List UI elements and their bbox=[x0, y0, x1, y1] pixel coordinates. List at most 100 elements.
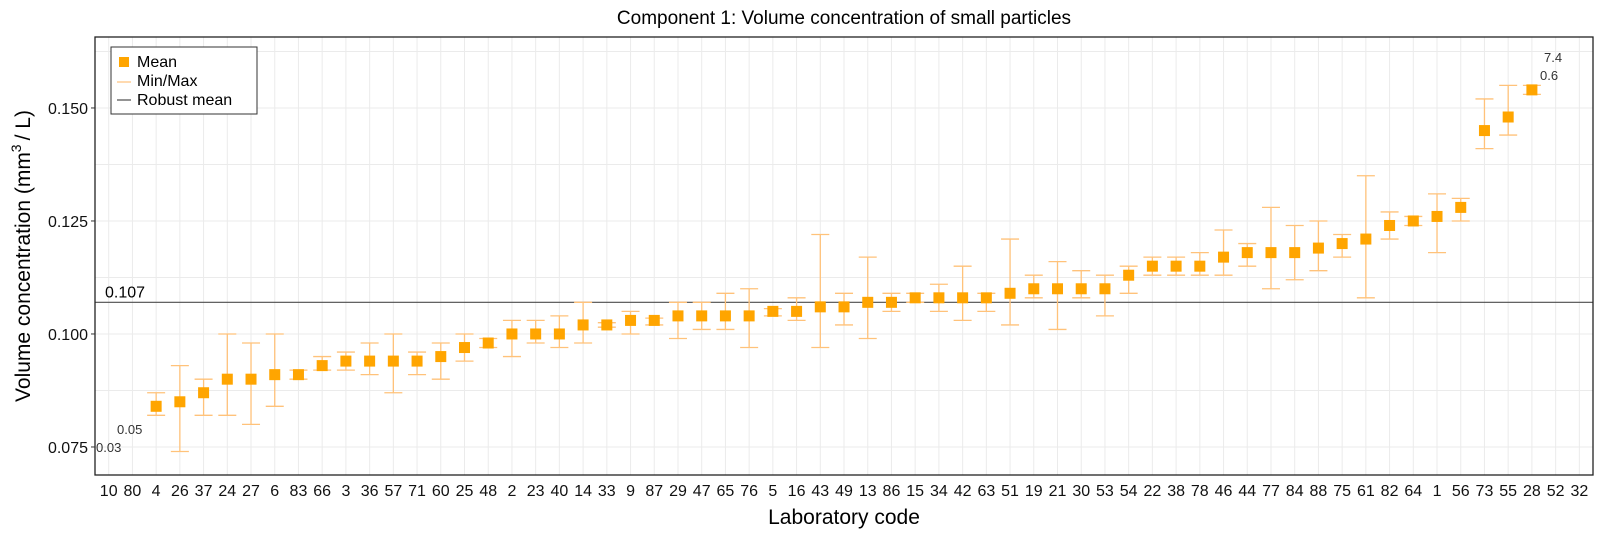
mean-point-88 bbox=[1312, 242, 1324, 254]
x-tick-label: 56 bbox=[1452, 483, 1470, 500]
mean-point-16 bbox=[791, 305, 803, 317]
x-tick-label: 65 bbox=[717, 483, 735, 500]
x-tick-label: 54 bbox=[1120, 483, 1138, 500]
mean-point-36 bbox=[364, 355, 376, 367]
mean-point-65 bbox=[719, 310, 731, 322]
x-tick-label: 57 bbox=[384, 483, 402, 500]
mean-point-75 bbox=[1336, 238, 1348, 250]
mean-point-27 bbox=[245, 373, 257, 385]
x-tick-label: 32 bbox=[1570, 483, 1588, 500]
x-tick-label: 66 bbox=[313, 483, 331, 500]
x-tick-label: 43 bbox=[811, 483, 829, 500]
mean-point-1 bbox=[1431, 210, 1443, 222]
x-tick-label: 82 bbox=[1381, 483, 1399, 500]
mean-point-25 bbox=[459, 342, 470, 354]
mean-point-49 bbox=[838, 301, 850, 313]
legend-mean-key bbox=[119, 57, 129, 67]
y-tick-label: 0.150 bbox=[48, 101, 88, 118]
x-tick-label: 28 bbox=[1523, 483, 1541, 500]
x-tick-label: 34 bbox=[930, 483, 948, 500]
x-tick-label: 48 bbox=[479, 483, 497, 500]
y-tick-label: 0.125 bbox=[48, 214, 88, 231]
offscale-label-10: 0.03 bbox=[96, 440, 121, 455]
x-tick-label: 46 bbox=[1215, 483, 1233, 500]
y-axis-label-main: Volume concentration (mm bbox=[12, 152, 35, 402]
x-tick-label: 14 bbox=[574, 483, 592, 500]
x-tick-label: 2 bbox=[507, 483, 516, 500]
x-tick-label: 51 bbox=[1001, 483, 1019, 500]
mean-point-30 bbox=[1075, 283, 1087, 295]
mean-point-77 bbox=[1265, 247, 1277, 259]
x-tick-label: 29 bbox=[669, 483, 687, 500]
mean-point-78 bbox=[1194, 260, 1206, 272]
x-tick-label: 77 bbox=[1262, 483, 1280, 500]
mean-point-83 bbox=[292, 369, 304, 381]
chart-title: Component 1: Volume concentration of sma… bbox=[617, 8, 1071, 29]
mean-point-57 bbox=[387, 355, 399, 367]
mean-point-22 bbox=[1146, 260, 1158, 272]
mean-point-87 bbox=[648, 314, 660, 326]
x-axis-ticks: 10 80 4 26 37 24 27 6 83 66 3 36 57 71 60 25 48 2 23 40 14 33… bbox=[100, 483, 1589, 500]
mean-point-43 bbox=[814, 301, 826, 313]
mean-point-3 bbox=[340, 355, 352, 367]
mean-point-46 bbox=[1218, 251, 1230, 263]
legend-minmax-label: Min/Max bbox=[137, 73, 197, 90]
x-tick-label: 30 bbox=[1072, 483, 1090, 500]
mean-point-48 bbox=[482, 337, 494, 349]
mean-point-44 bbox=[1241, 247, 1253, 259]
min-max-bar-53 bbox=[1095, 274, 1114, 317]
mean-point-63 bbox=[980, 292, 992, 304]
x-tick-label: 88 bbox=[1310, 483, 1328, 500]
mean-point-40 bbox=[553, 328, 565, 340]
legend-box bbox=[110, 46, 258, 115]
mean-point-53 bbox=[1099, 283, 1111, 295]
x-tick-label: 75 bbox=[1333, 483, 1351, 500]
x-tick-label: 47 bbox=[693, 483, 711, 500]
mean-point-86 bbox=[885, 296, 897, 308]
y-axis-label: Volume concentration (mm3 / L) bbox=[8, 110, 35, 402]
mean-point-38 bbox=[1170, 260, 1182, 272]
y-axis-label-tail: / L) bbox=[12, 110, 35, 140]
mean-point-71 bbox=[411, 355, 423, 367]
mean-point-28 bbox=[1526, 84, 1538, 96]
x-tick-label: 83 bbox=[290, 483, 308, 500]
min-max-bar-1 bbox=[1428, 193, 1447, 254]
x-tick-label: 64 bbox=[1404, 483, 1422, 500]
mean-point-47 bbox=[696, 310, 708, 322]
legend: Mean Min/Max Robust mean bbox=[110, 46, 258, 115]
min-max-bar-51 bbox=[1001, 238, 1020, 326]
mean-point-54 bbox=[1123, 269, 1135, 281]
min-max-bar-26 bbox=[170, 364, 189, 453]
x-tick-label: 33 bbox=[598, 483, 616, 500]
x-tick-label: 52 bbox=[1547, 483, 1565, 500]
mean-point-23 bbox=[530, 328, 542, 340]
mean-point-29 bbox=[672, 310, 684, 322]
x-tick-label: 55 bbox=[1499, 483, 1517, 500]
x-tick-label: 27 bbox=[242, 483, 260, 500]
mean-point-9 bbox=[625, 314, 637, 326]
mean-point-56 bbox=[1455, 201, 1467, 213]
y-axis-ticks: 0.075 0.100 0.125 0.150 bbox=[48, 101, 95, 457]
y-tick-label: 0.075 bbox=[48, 440, 88, 457]
x-tick-label: 86 bbox=[883, 483, 901, 500]
mean-point-2 bbox=[506, 328, 518, 340]
legend-mean-label: Mean bbox=[137, 54, 177, 71]
min-max-bar-21 bbox=[1048, 261, 1067, 331]
offscale-label-32: 7.4 bbox=[1544, 50, 1562, 65]
x-tick-label: 63 bbox=[977, 483, 995, 500]
mean-point-13 bbox=[862, 296, 874, 308]
offscale-label-80: 0.05 bbox=[117, 422, 142, 437]
x-tick-label: 23 bbox=[527, 483, 545, 500]
x-tick-label: 73 bbox=[1476, 483, 1494, 500]
x-tick-label: 53 bbox=[1096, 483, 1114, 500]
x-tick-label: 26 bbox=[171, 483, 189, 500]
mean-points bbox=[150, 84, 1538, 412]
x-tick-label: 21 bbox=[1049, 483, 1067, 500]
x-tick-label: 9 bbox=[626, 483, 635, 500]
x-tick-label: 19 bbox=[1025, 483, 1043, 500]
mean-point-26 bbox=[174, 396, 186, 408]
mean-point-4 bbox=[150, 400, 162, 412]
mean-point-55 bbox=[1502, 111, 1514, 123]
x-tick-label: 22 bbox=[1143, 483, 1161, 500]
